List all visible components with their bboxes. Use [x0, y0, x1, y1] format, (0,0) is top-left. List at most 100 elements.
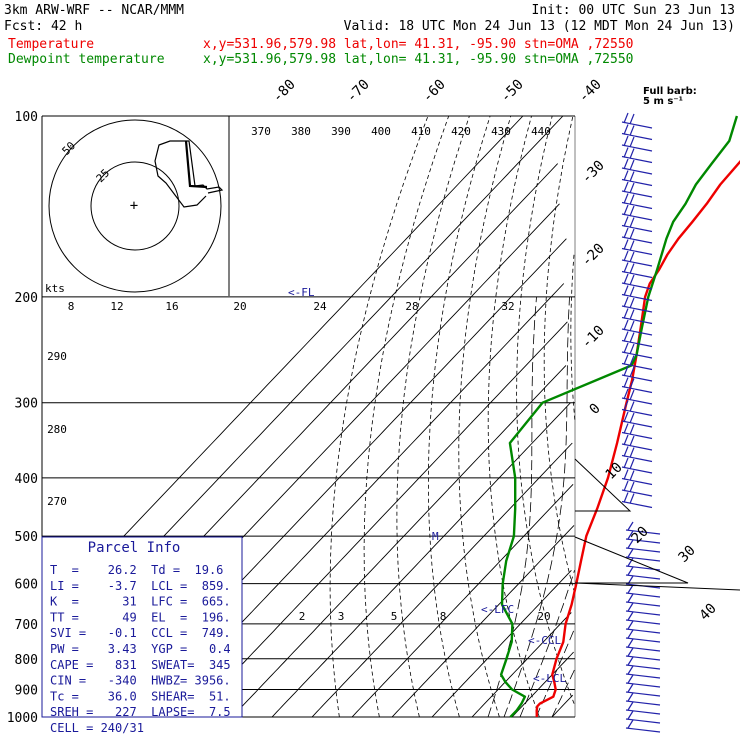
wind-barb [621, 305, 653, 313]
wind-barb [621, 385, 653, 394]
wind-barb [629, 205, 635, 217]
wind-barb [623, 457, 629, 469]
wind-barb [623, 204, 629, 216]
wind-barb [623, 308, 629, 319]
wind-barb [625, 538, 661, 544]
hodograph-ring-label: 50 [60, 139, 79, 158]
wind-barb [629, 447, 635, 458]
wind-barb [621, 247, 653, 256]
isotherm-line [231, 365, 567, 718]
wind-barb [623, 446, 629, 457]
isotherm-label: -70 [344, 77, 373, 106]
wind-barb [627, 674, 634, 684]
isotherm-label: -80 [270, 77, 299, 106]
hodograph-axis-label: 24 [313, 300, 327, 313]
legend-dewpoint: Dewpoint temperature [8, 52, 165, 67]
wind-barb [621, 466, 653, 474]
wind-barb [621, 167, 653, 175]
dry-adiabat-label: 280 [47, 423, 67, 436]
moist-adiabat-line [551, 669, 575, 718]
wind-barb [627, 638, 634, 648]
wind-barb [623, 216, 629, 227]
barb-key-title: Full barb: [643, 86, 697, 97]
valid-time: Valid: 18 UTC Mon 24 Jun 13 (12 MDT Mon … [344, 19, 735, 34]
wind-barb [625, 655, 661, 661]
wind-barb [623, 112, 629, 124]
wind-barb [625, 601, 661, 607]
parcel-row: TT = 49 EL = 196. [50, 610, 231, 624]
wind-barb [623, 411, 629, 423]
parcel-info-panel: Parcel Info T = 26.2 Td = 19.6 LI = -3.7 L… [41, 536, 243, 735]
wind-barb [625, 556, 661, 562]
wind-barb [621, 374, 653, 382]
forecast-hour: Fcst: 42 h [4, 19, 82, 34]
moist-adiabat-line [535, 627, 576, 718]
wind-barb [629, 182, 635, 194]
isotherm-label: 0 [587, 401, 604, 418]
wind-barb [625, 574, 661, 580]
hodograph-axis-label: 12 [110, 300, 123, 313]
wind-barb [629, 286, 635, 297]
dry-adiabat-label: 270 [47, 495, 67, 508]
wind-barb [623, 319, 629, 331]
wind-barb [625, 718, 661, 724]
wind-barb [627, 701, 634, 711]
wind-barb [627, 719, 634, 729]
hodograph-trace [154, 140, 224, 208]
wind-barb [629, 125, 635, 136]
wind-barb [623, 354, 629, 365]
hodograph-origin: + [130, 198, 138, 214]
isotherm-line [431, 569, 572, 718]
wind-barb [623, 331, 629, 342]
wind-barb [621, 155, 653, 164]
wind-barb [621, 201, 653, 210]
wind-barb [621, 454, 653, 463]
wind-barb [621, 397, 653, 405]
wind-barb [627, 548, 634, 558]
moist-adiabat-line [519, 570, 575, 718]
parcel-row: CIN = -340 HWBZ= 3956. [50, 674, 231, 688]
dry-adiabat-line [396, 115, 470, 718]
wind-barb [629, 297, 635, 309]
wind-barb [627, 611, 634, 621]
wind-barb [621, 259, 653, 267]
wind-barb [629, 493, 635, 504]
level-annotation: <-LFC [481, 603, 514, 616]
legend-temperature: Temperature [8, 37, 94, 52]
wind-barb [625, 646, 661, 652]
wind-barb [627, 629, 634, 639]
wind-barb [625, 682, 661, 688]
hodograph-axis-label: 32 [501, 300, 514, 313]
wind-barb [621, 236, 653, 244]
legend-dewpoint-location: x,y=531.96,579.98 lat,lon= 41.31, -95.90… [203, 52, 633, 67]
wind-barb [623, 423, 629, 434]
wind-barb [621, 339, 653, 348]
wind-barb [625, 619, 661, 625]
wind-barb [625, 691, 661, 697]
wind-barb [627, 530, 634, 540]
isotherm-label: 20 [629, 524, 652, 547]
hodograph-axis-label: 8 [68, 300, 75, 313]
wind-barb [625, 709, 661, 715]
wind-barb [625, 727, 661, 733]
wind-barb [621, 500, 653, 509]
wind-barb [625, 637, 661, 643]
wind-barb [629, 424, 635, 435]
isotherm-line [471, 612, 572, 718]
plot-outline-right [574, 582, 740, 591]
wind-barb [623, 365, 629, 377]
theta-e-label: 400 [371, 125, 391, 138]
wind-barb [621, 144, 653, 152]
model-title: 3km ARW-WRF -- NCAR/MMM [4, 3, 184, 18]
wind-barb [629, 458, 635, 470]
pressure-tick-label: 800 [15, 653, 38, 668]
wind-barb [623, 285, 629, 296]
wind-barb [629, 389, 635, 401]
wind-barb [623, 181, 629, 193]
wind-barb [623, 147, 629, 158]
parcel-row: T = 26.2 Td = 19.6 [50, 563, 223, 577]
wind-barb [627, 692, 634, 702]
theta-e-label: 380 [291, 125, 311, 138]
isotherm-label: 40 [697, 601, 720, 624]
wind-barb [629, 136, 635, 148]
